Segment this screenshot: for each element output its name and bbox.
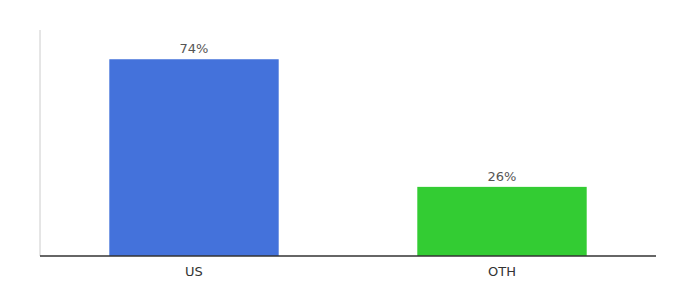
- x-tick-label: US: [185, 264, 203, 279]
- bar: [417, 187, 586, 256]
- x-tick-label: OTH: [488, 264, 516, 279]
- data-label: 74%: [180, 41, 209, 56]
- bars: [109, 59, 586, 256]
- chart: US OTH 74% 26%: [0, 0, 680, 300]
- data-label: 26%: [488, 169, 517, 184]
- bar: [109, 59, 278, 256]
- y-axis-line: [40, 30, 41, 256]
- x-axis-line: [40, 255, 656, 257]
- chart-container: US OTH 74% 26%: [0, 0, 680, 300]
